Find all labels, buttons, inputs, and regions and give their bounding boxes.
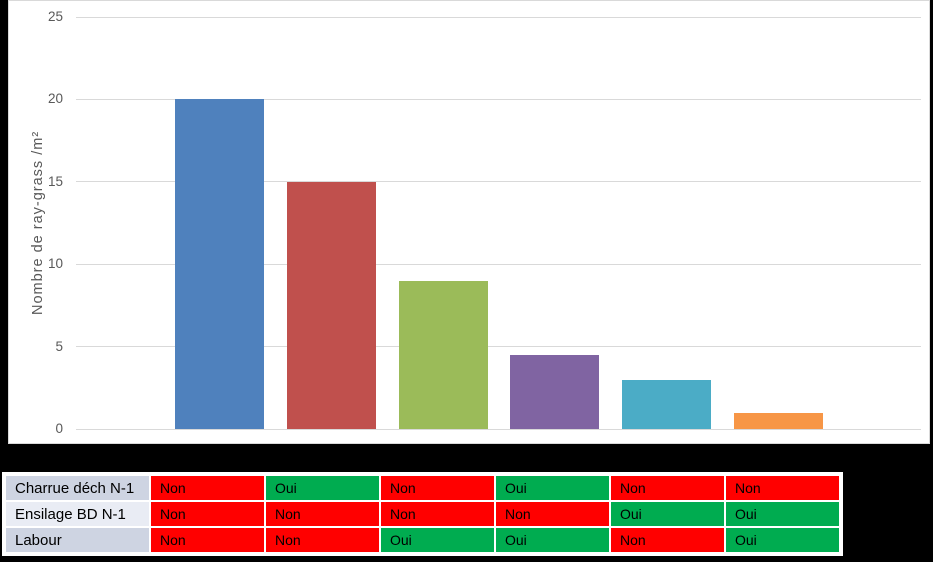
y-axis-tick-label: 20 xyxy=(47,91,63,107)
y-axis-tick-label: 5 xyxy=(55,338,63,354)
row-header-label: Charrue déch N-1 xyxy=(6,476,149,500)
plot-area: 0 5 10 15 20 25 xyxy=(48,9,921,436)
y-axis-title: Nombre de ray-grass /m² xyxy=(30,130,46,316)
cell-non: Non xyxy=(151,502,264,526)
cell-oui: Oui xyxy=(496,528,609,552)
cell-non: Non xyxy=(726,476,839,500)
bar-series-4 xyxy=(510,354,600,429)
gridline-y-15 xyxy=(76,181,921,183)
cell-non: Non xyxy=(611,476,724,500)
y-axis-tick-label: 15 xyxy=(47,173,63,189)
row-header-label: Labour xyxy=(6,528,149,552)
cell-non: Non xyxy=(151,528,264,552)
cell-oui: Oui xyxy=(496,476,609,500)
cell-oui: Oui xyxy=(726,502,839,526)
cell-non: Non xyxy=(266,528,379,552)
cell-non: Non xyxy=(611,528,724,552)
bar-series-2 xyxy=(286,181,376,429)
cell-oui: Oui xyxy=(381,528,494,552)
gridline-y-25 xyxy=(76,16,921,18)
table-row: Charrue déch N-1 Non Oui Non Oui Non Non xyxy=(6,476,839,500)
gridline-y-0 xyxy=(76,428,921,430)
cell-oui: Oui xyxy=(266,476,379,500)
condition-table: Charrue déch N-1 Non Oui Non Oui Non Non Ensila… xyxy=(2,472,843,556)
row-header-label: Ensilage BD N-1 xyxy=(6,502,149,526)
cell-oui: Oui xyxy=(726,528,839,552)
table-row: Labour Non Non Oui Oui Non Oui xyxy=(6,528,839,552)
y-axis-tick-label: 25 xyxy=(47,9,63,24)
bar-chart-panel: Nombre de ray-grass /m² 0 5 10 15 20 25 xyxy=(8,0,930,444)
cell-non: Non xyxy=(266,502,379,526)
y-axis-tick-label: 0 xyxy=(55,421,63,436)
bar-series-3 xyxy=(398,280,488,429)
y-axis-tick-label: 10 xyxy=(47,256,63,272)
cell-non: Non xyxy=(381,476,494,500)
cell-non: Non xyxy=(381,502,494,526)
cell-non: Non xyxy=(496,502,609,526)
gridline-y-5 xyxy=(76,346,921,348)
gridline-y-20 xyxy=(76,98,921,100)
bar-series-1 xyxy=(175,99,264,429)
bar-series-5 xyxy=(622,379,712,429)
table-row: Ensilage BD N-1 Non Non Non Non Oui Oui xyxy=(6,502,839,526)
bar-series-6 xyxy=(734,412,823,429)
cell-oui: Oui xyxy=(611,502,724,526)
cell-non: Non xyxy=(151,476,264,500)
gridline-y-10 xyxy=(76,263,921,265)
